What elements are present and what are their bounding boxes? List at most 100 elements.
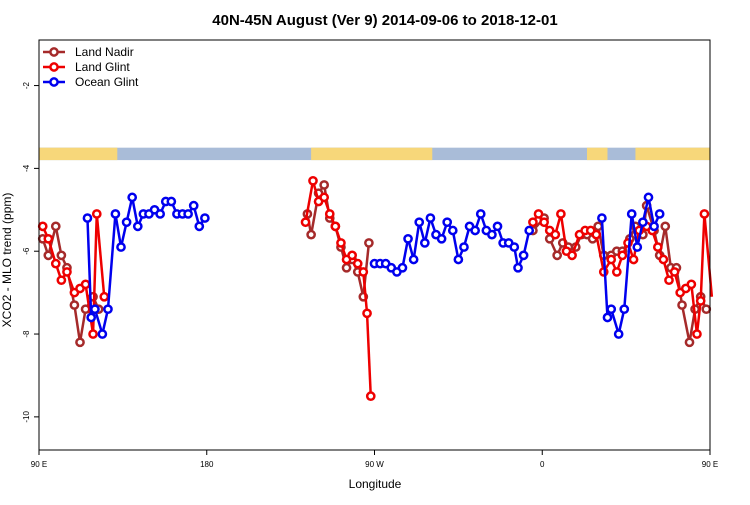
y-tick-label: -8 [22, 330, 31, 338]
data-point [475, 209, 486, 219]
legend-label: Land Glint [75, 60, 130, 74]
axes: 90 E 180 90 W 0 90 E -2 -4 -6 -8 -10 [22, 81, 718, 469]
land-ocean-strip [39, 147, 710, 161]
data-point [611, 267, 622, 277]
legend-marker [49, 47, 59, 57]
x-tick-label: 90 E [702, 460, 718, 469]
series-line-segment [630, 213, 639, 248]
data-point [90, 304, 100, 315]
series-line-segment [362, 271, 369, 314]
data-point [619, 304, 630, 315]
data-point [56, 275, 67, 286]
series-layer [37, 175, 714, 402]
data-point [509, 242, 520, 252]
data-point [613, 329, 624, 339]
data-point [80, 279, 91, 290]
data-point [686, 279, 697, 290]
x-tick-label: 180 [200, 460, 214, 469]
y-axis-label: XCO2 - MLO trend (ppm) [0, 193, 14, 328]
data-point [364, 238, 374, 248]
data-point [453, 254, 464, 265]
data-point [43, 250, 54, 261]
data-point [567, 250, 577, 261]
data-point [319, 192, 330, 203]
y-tick-label: -6 [22, 247, 31, 255]
legend-label: Ocean Glint [75, 75, 139, 89]
data-point [183, 209, 193, 219]
data-point [127, 192, 138, 203]
data-point [69, 300, 80, 310]
data-point [597, 213, 607, 223]
plot-frame [38, 39, 711, 451]
legend-label: Land Nadir [75, 45, 134, 59]
data-point [528, 217, 538, 228]
data-point [632, 242, 643, 252]
land-segment [39, 147, 118, 161]
series-line-segment [647, 197, 656, 227]
series-line-segment [365, 313, 373, 397]
data-point [492, 221, 503, 232]
x-tick-label: 90 E [31, 460, 47, 469]
data-point [487, 229, 497, 240]
series-line-segment [690, 284, 699, 335]
data-point [116, 242, 126, 252]
data-point [308, 175, 318, 186]
data-point [442, 217, 453, 228]
data-point [436, 233, 447, 244]
data-point [664, 275, 674, 286]
data-point [324, 209, 335, 219]
data-point [677, 300, 687, 310]
data-point [336, 238, 346, 248]
data-point [539, 217, 549, 228]
series-line-segment [78, 308, 87, 343]
data-point [606, 304, 617, 315]
data-point [552, 250, 563, 261]
y-tick-label: -10 [22, 411, 31, 423]
data-point [75, 337, 85, 348]
data-point [330, 221, 341, 232]
data-point [414, 217, 425, 228]
data-point [649, 221, 659, 232]
data-point [50, 258, 61, 269]
data-point [684, 337, 695, 348]
data-point [425, 213, 436, 223]
data-point [556, 209, 566, 219]
series-line-segment [86, 218, 93, 318]
series-line-segment [664, 226, 673, 268]
data-point [362, 308, 372, 319]
data-point [638, 217, 648, 228]
data-point [518, 250, 529, 261]
data-point [365, 391, 376, 402]
data-point [88, 329, 98, 339]
data-point [99, 291, 110, 302]
land-segment [311, 147, 433, 161]
data-point [447, 225, 458, 236]
series-line-segment [73, 304, 82, 343]
data-point [628, 254, 639, 265]
series-line-segment [559, 213, 568, 252]
data-point [669, 267, 680, 277]
series-line-segment [54, 226, 63, 256]
data-point [341, 262, 352, 273]
data-point [352, 258, 363, 269]
data-point [617, 250, 628, 261]
series-line-segment [304, 180, 315, 223]
data-point [306, 229, 316, 240]
data-point [103, 304, 113, 315]
series-line-segment [695, 300, 702, 335]
series-land-glint [37, 175, 714, 402]
data-point [550, 229, 561, 240]
data-point [91, 209, 102, 219]
data-point [200, 213, 210, 223]
data-point [319, 180, 330, 190]
data-point [132, 221, 143, 232]
series-line-segment [401, 238, 410, 269]
data-point [403, 233, 413, 244]
data-point [155, 209, 166, 219]
data-point [606, 254, 617, 265]
land-segment [635, 147, 710, 161]
data-point [188, 200, 199, 211]
